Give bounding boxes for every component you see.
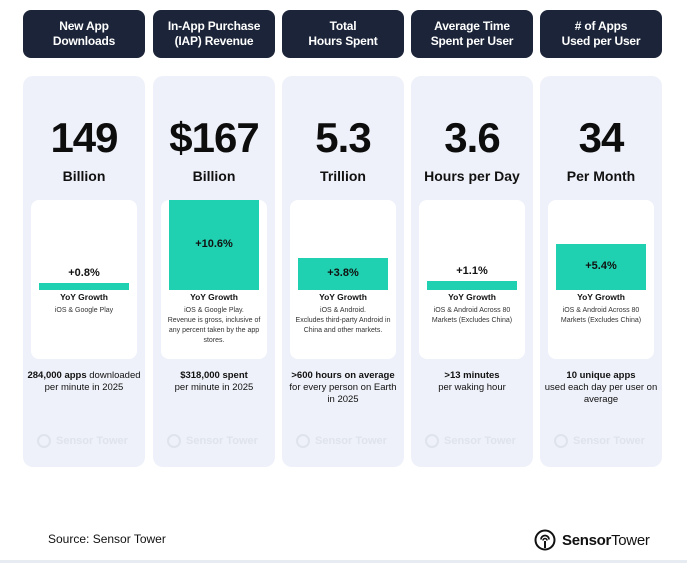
metric-card: $167 Billion +10.6% YoY Growth iOS & Goo… <box>153 76 275 467</box>
metric-column-time-per-user: Average Time Spent per User 3.6 Hours pe… <box>411 10 533 468</box>
growth-value: +5.4% <box>585 260 617 272</box>
watermark: Sensor Tower <box>167 432 267 450</box>
growth-value: +1.1% <box>456 265 488 277</box>
metric-column-hours-spent: Total Hours Spent 5.3 Trillion +3.8% YoY… <box>282 10 404 468</box>
brand-name: SensorTower <box>562 531 650 549</box>
footer-stat: 284,000 apps downloaded per minute in 20… <box>27 370 141 393</box>
growth-note: iOS & Google Play <box>54 307 114 314</box>
yoy-label: YoY Growth <box>190 292 238 302</box>
column-header: Average Time Spent per User <box>411 10 533 58</box>
watermark: Sensor Tower <box>296 432 396 450</box>
sensor-tower-watermark-icon <box>296 434 310 448</box>
growth-panel: +0.8% YoY Growth iOS & Google Play <box>31 200 137 359</box>
metric-card: 34 Per Month +5.4% YoY Growth iOS & Andr… <box>540 76 662 467</box>
column-header: Total Hours Spent <box>282 10 404 58</box>
yoy-label: YoY Growth <box>577 292 625 302</box>
metric-unit: Per Month <box>566 168 636 184</box>
column-header: New App Downloads <box>23 10 145 58</box>
source-note: Source: Sensor Tower <box>48 532 166 546</box>
yoy-label: YoY Growth <box>60 292 108 302</box>
metric-value: 5.3 <box>315 114 371 161</box>
metric-unit: Billion <box>62 168 106 184</box>
bottom-divider <box>0 560 687 563</box>
sensor-tower-logo-icon <box>534 529 556 551</box>
growth-note: iOS & Android. Excludes third-party Andr… <box>295 307 391 334</box>
metric-columns: New App Downloads 149 Billion +0.8% YoY … <box>23 10 663 470</box>
yoy-label: YoY Growth <box>448 292 496 302</box>
yoy-label: YoY Growth <box>319 292 367 302</box>
metric-column-downloads: New App Downloads 149 Billion +0.8% YoY … <box>23 10 145 468</box>
metric-value: 34 <box>578 114 625 161</box>
metric-card: 5.3 Trillion +3.8% YoY Growth iOS & Andr… <box>282 76 404 467</box>
sensor-tower-watermark-icon <box>554 434 568 448</box>
growth-value: +0.8% <box>68 267 100 279</box>
growth-bar <box>169 200 259 290</box>
growth-bar <box>39 283 129 290</box>
metric-value: $167 <box>169 114 259 161</box>
growth-panel: +10.6% YoY Growth iOS & Google Play. Rev… <box>161 200 267 359</box>
footer-stat: 10 unique apps used each day per user on … <box>544 370 658 405</box>
sensor-tower-watermark-icon <box>425 434 439 448</box>
column-header: # of Apps Used per User <box>540 10 662 58</box>
watermark: Sensor Tower <box>37 432 137 450</box>
sensor-tower-logo: SensorTower <box>534 527 650 553</box>
footer-stat: >600 hours on average for every person o… <box>289 370 397 405</box>
growth-note: iOS & Android Across 80 Markets (Exclude… <box>431 307 513 324</box>
growth-note: iOS & Android Across 80 Markets (Exclude… <box>560 307 642 324</box>
growth-panel: +5.4% YoY Growth iOS & Android Across 80… <box>548 200 654 359</box>
footer-stat: $318,000 spent per minute in 2025 <box>174 370 254 393</box>
metric-card: 3.6 Hours per Day +1.1% YoY Growth iOS &… <box>411 76 533 467</box>
watermark: Sensor Tower <box>554 432 654 450</box>
metric-value: 149 <box>50 114 118 161</box>
footer-stat: >13 minutes per waking hour <box>438 370 506 393</box>
growth-bar <box>556 244 646 290</box>
metric-unit: Billion <box>192 168 236 184</box>
watermark: Sensor Tower <box>425 432 525 450</box>
growth-bar <box>427 281 517 290</box>
growth-note: iOS & Google Play. Revenue is gross, inc… <box>167 307 261 344</box>
metric-column-apps-per-user: # of Apps Used per User 34 Per Month +5.… <box>540 10 662 468</box>
growth-value: +3.8% <box>327 267 359 279</box>
metric-unit: Trillion <box>320 168 366 184</box>
metric-value: 3.6 <box>444 114 500 161</box>
growth-value: +10.6% <box>195 238 233 250</box>
sensor-tower-watermark-icon <box>37 434 51 448</box>
metric-card: 149 Billion +0.8% YoY Growth iOS & Googl… <box>23 76 145 467</box>
growth-panel: +3.8% YoY Growth iOS & Android. Excludes… <box>290 200 396 359</box>
metric-column-iap-revenue: In-App Purchase (IAP) Revenue $167 Billi… <box>153 10 275 468</box>
column-header: In-App Purchase (IAP) Revenue <box>153 10 275 58</box>
metric-unit: Hours per Day <box>424 168 520 184</box>
growth-bar <box>298 258 388 290</box>
growth-panel: +1.1% YoY Growth iOS & Android Across 80… <box>419 200 525 359</box>
sensor-tower-watermark-icon <box>167 434 181 448</box>
